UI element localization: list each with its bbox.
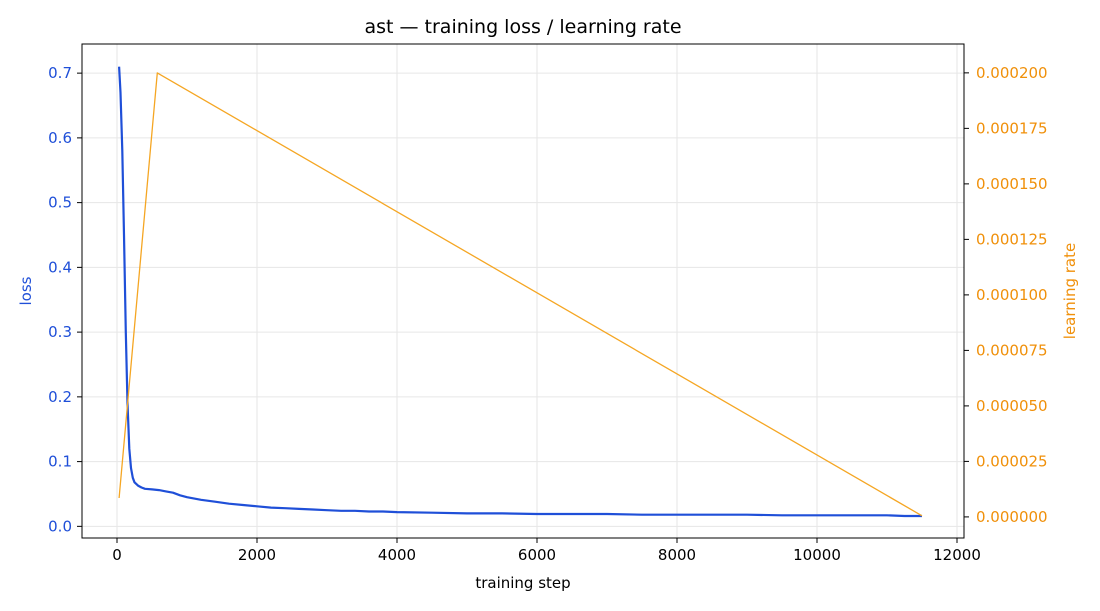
series-layer bbox=[118, 66, 923, 518]
y-right-tick-label: 0.000175 bbox=[976, 119, 1048, 137]
y-right-tick-label: 0.000000 bbox=[976, 508, 1048, 526]
grid-layer bbox=[82, 44, 964, 538]
y-left-tick-label: 0.6 bbox=[48, 129, 72, 147]
y-left-tick-label: 0.2 bbox=[48, 388, 72, 406]
y-left-tick-label: 0.3 bbox=[48, 323, 72, 341]
chart-title: ast — training loss / learning rate bbox=[364, 16, 681, 38]
y-right-tick-label: 0.000025 bbox=[976, 452, 1048, 470]
y-right-tick-label: 0.000100 bbox=[976, 286, 1048, 304]
y-left-tick-label: 0.7 bbox=[48, 64, 72, 82]
y-left-tick-label: 0.4 bbox=[48, 258, 72, 276]
x-tick-label: 12000 bbox=[933, 546, 981, 564]
y-left-tick-label: 0.0 bbox=[48, 517, 72, 535]
x-tick-label: 8000 bbox=[658, 546, 696, 564]
x-tick-label: 10000 bbox=[793, 546, 841, 564]
tick-layer: 0 2000 4000 6000 8000 10000 12000 0.0 0.1 0.2 0.3 0… bbox=[48, 64, 1047, 564]
x-tick-label: 0 bbox=[112, 546, 122, 564]
loss-series-line bbox=[118, 66, 922, 518]
y-right-tick-label: 0.000075 bbox=[976, 341, 1048, 359]
x-tick-label: 6000 bbox=[518, 546, 556, 564]
x-tick-label: 2000 bbox=[238, 546, 276, 564]
y-right-tick-label: 0.000200 bbox=[976, 64, 1048, 82]
y-right-tick-label: 0.000050 bbox=[976, 397, 1048, 415]
learning-rate-series-line bbox=[118, 72, 923, 517]
y-axis-right-label: learning rate bbox=[1061, 243, 1079, 339]
y-left-tick-label: 0.5 bbox=[48, 194, 72, 212]
y-right-tick-label: 0.000150 bbox=[976, 175, 1048, 193]
plot-frame bbox=[81, 43, 965, 539]
y-axis-left-label: loss bbox=[17, 276, 35, 305]
y-left-tick-label: 0.1 bbox=[48, 453, 72, 471]
x-axis-label: training step bbox=[475, 574, 570, 592]
y-right-tick-label: 0.000125 bbox=[976, 230, 1048, 248]
x-tick-label: 4000 bbox=[378, 546, 416, 564]
